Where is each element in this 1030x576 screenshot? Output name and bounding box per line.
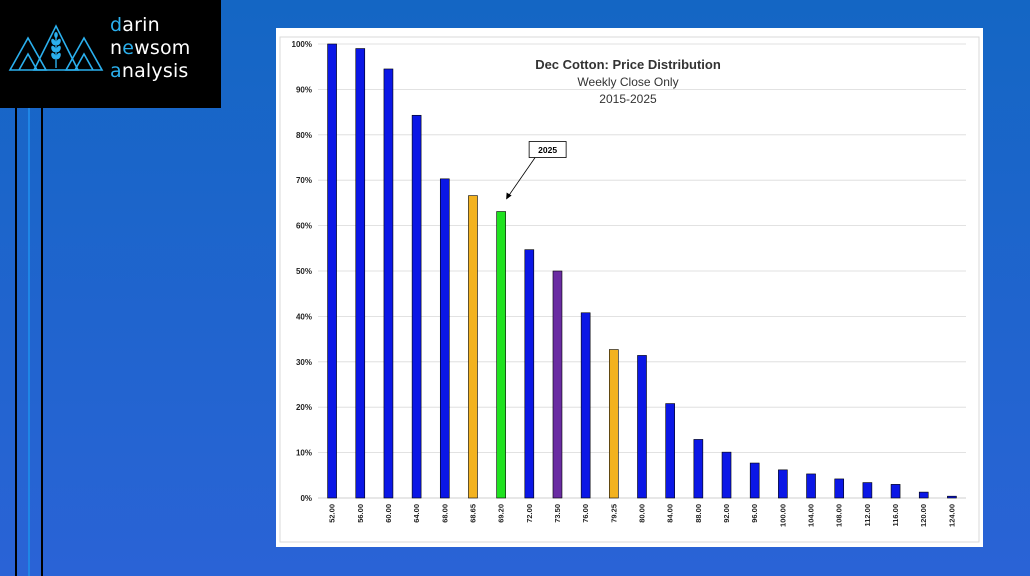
price-distribution-chart: 0% 10% 20% 30% 40% 50% 60% 70% 80% 90% 100% 52.00 5… [276, 28, 983, 547]
x-tick-label: 64.00 [412, 504, 421, 523]
y-tick-label: 70% [296, 176, 312, 185]
annotation: 2025 [506, 141, 567, 200]
brand-logo-panel: darin newsom analysis [0, 0, 221, 108]
x-tick-label: 108.00 [835, 504, 844, 527]
bar-88.00 [693, 439, 704, 499]
x-axis-ticks: 52.00 56.00 60.00 64.00 68.00 68.65 69.20 72.00… [328, 504, 957, 527]
x-tick-label: 79.25 [609, 504, 618, 523]
x-tick-label: 68.00 [440, 504, 449, 523]
bar-92.00 [721, 451, 732, 499]
chart-subtitle-1: Weekly Close Only [577, 75, 678, 89]
x-tick-label: 76.00 [581, 504, 590, 523]
bar-52.00 [327, 43, 337, 499]
bar-116.00 [890, 484, 901, 499]
bar-73.50 [552, 270, 563, 499]
bar-56.00 [355, 48, 366, 499]
chart-subtitle-2: 2015-2025 [599, 92, 657, 106]
bar-60.00 [383, 68, 394, 499]
decorative-line [28, 108, 30, 576]
x-tick-label: 92.00 [722, 504, 731, 523]
brand-line-2: newsom [110, 37, 191, 59]
mountains-wheat-logo-icon [8, 24, 104, 71]
bars [327, 43, 957, 499]
bar-100.00 [778, 469, 788, 499]
y-tick-label: 30% [296, 358, 312, 367]
x-tick-label: 96.00 [750, 504, 759, 523]
annotation-label: 2025 [538, 145, 557, 155]
bar-108.00 [834, 478, 845, 499]
x-tick-label: 112.00 [863, 504, 872, 527]
bar-68.65 [468, 195, 478, 499]
x-tick-label: 84.00 [666, 504, 675, 523]
decorative-line [41, 108, 43, 576]
x-tick-label: 88.00 [694, 504, 703, 523]
bar-68.00 [439, 178, 450, 499]
y-tick-label: 60% [296, 222, 312, 231]
bar-80.00 [637, 355, 647, 499]
x-tick-label: 100.00 [778, 504, 787, 527]
annotation-box [528, 141, 567, 158]
y-axis-ticks: 0% 10% 20% 30% 40% 50% 60% 70% 80% 90% 100% [292, 40, 312, 503]
bar-120.00 [918, 491, 929, 499]
x-tick-label: 120.00 [919, 504, 928, 527]
bar-104.00 [806, 473, 816, 499]
bar-124.00 [947, 495, 957, 499]
y-tick-label: 40% [296, 312, 312, 321]
x-tick-label: 73.50 [553, 504, 562, 523]
x-tick-label: 60.00 [384, 504, 393, 523]
x-tick-label: 116.00 [891, 504, 900, 527]
bar-112.00 [862, 482, 873, 499]
chart-title: Dec Cotton: Price Distribution [535, 57, 721, 72]
x-tick-label: 124.00 [947, 504, 956, 527]
bar-69.20 [496, 211, 506, 499]
brand-line-3: analysis [110, 60, 189, 82]
y-tick-label: 90% [296, 85, 312, 94]
brand-line-1: darin [110, 14, 160, 36]
decorative-line [15, 108, 17, 576]
brand-name: darin newsom analysis [110, 14, 191, 83]
x-tick-label: 80.00 [638, 504, 647, 523]
bar-76.00 [580, 312, 591, 499]
x-tick-label: 68.65 [468, 504, 477, 523]
bar-84.00 [665, 403, 675, 499]
y-tick-label: 20% [296, 403, 312, 412]
x-tick-label: 104.00 [807, 504, 816, 527]
x-tick-label: 56.00 [356, 504, 365, 523]
y-tick-label: 10% [296, 449, 312, 458]
bar-79.25 [609, 349, 619, 499]
y-tick-label: 80% [296, 131, 312, 140]
x-tick-label: 52.00 [328, 504, 337, 523]
bar-64.00 [411, 114, 422, 499]
x-tick-label: 72.00 [525, 504, 534, 523]
y-tick-label: 0% [300, 494, 312, 503]
bar-72.00 [524, 249, 535, 499]
x-tick-label: 69.20 [497, 504, 506, 523]
y-tick-label: 50% [296, 267, 312, 276]
plot-border [279, 36, 980, 543]
annotation-arrow-head [506, 192, 512, 200]
annotation-arrow-line [507, 157, 536, 197]
chart-canvas: 0%10%20%30%40%50%60%70%80%90%100% 52.00 5… [279, 36, 980, 543]
bar-96.00 [749, 462, 760, 499]
y-tick-label: 100% [292, 40, 312, 49]
gridlines [318, 43, 966, 499]
